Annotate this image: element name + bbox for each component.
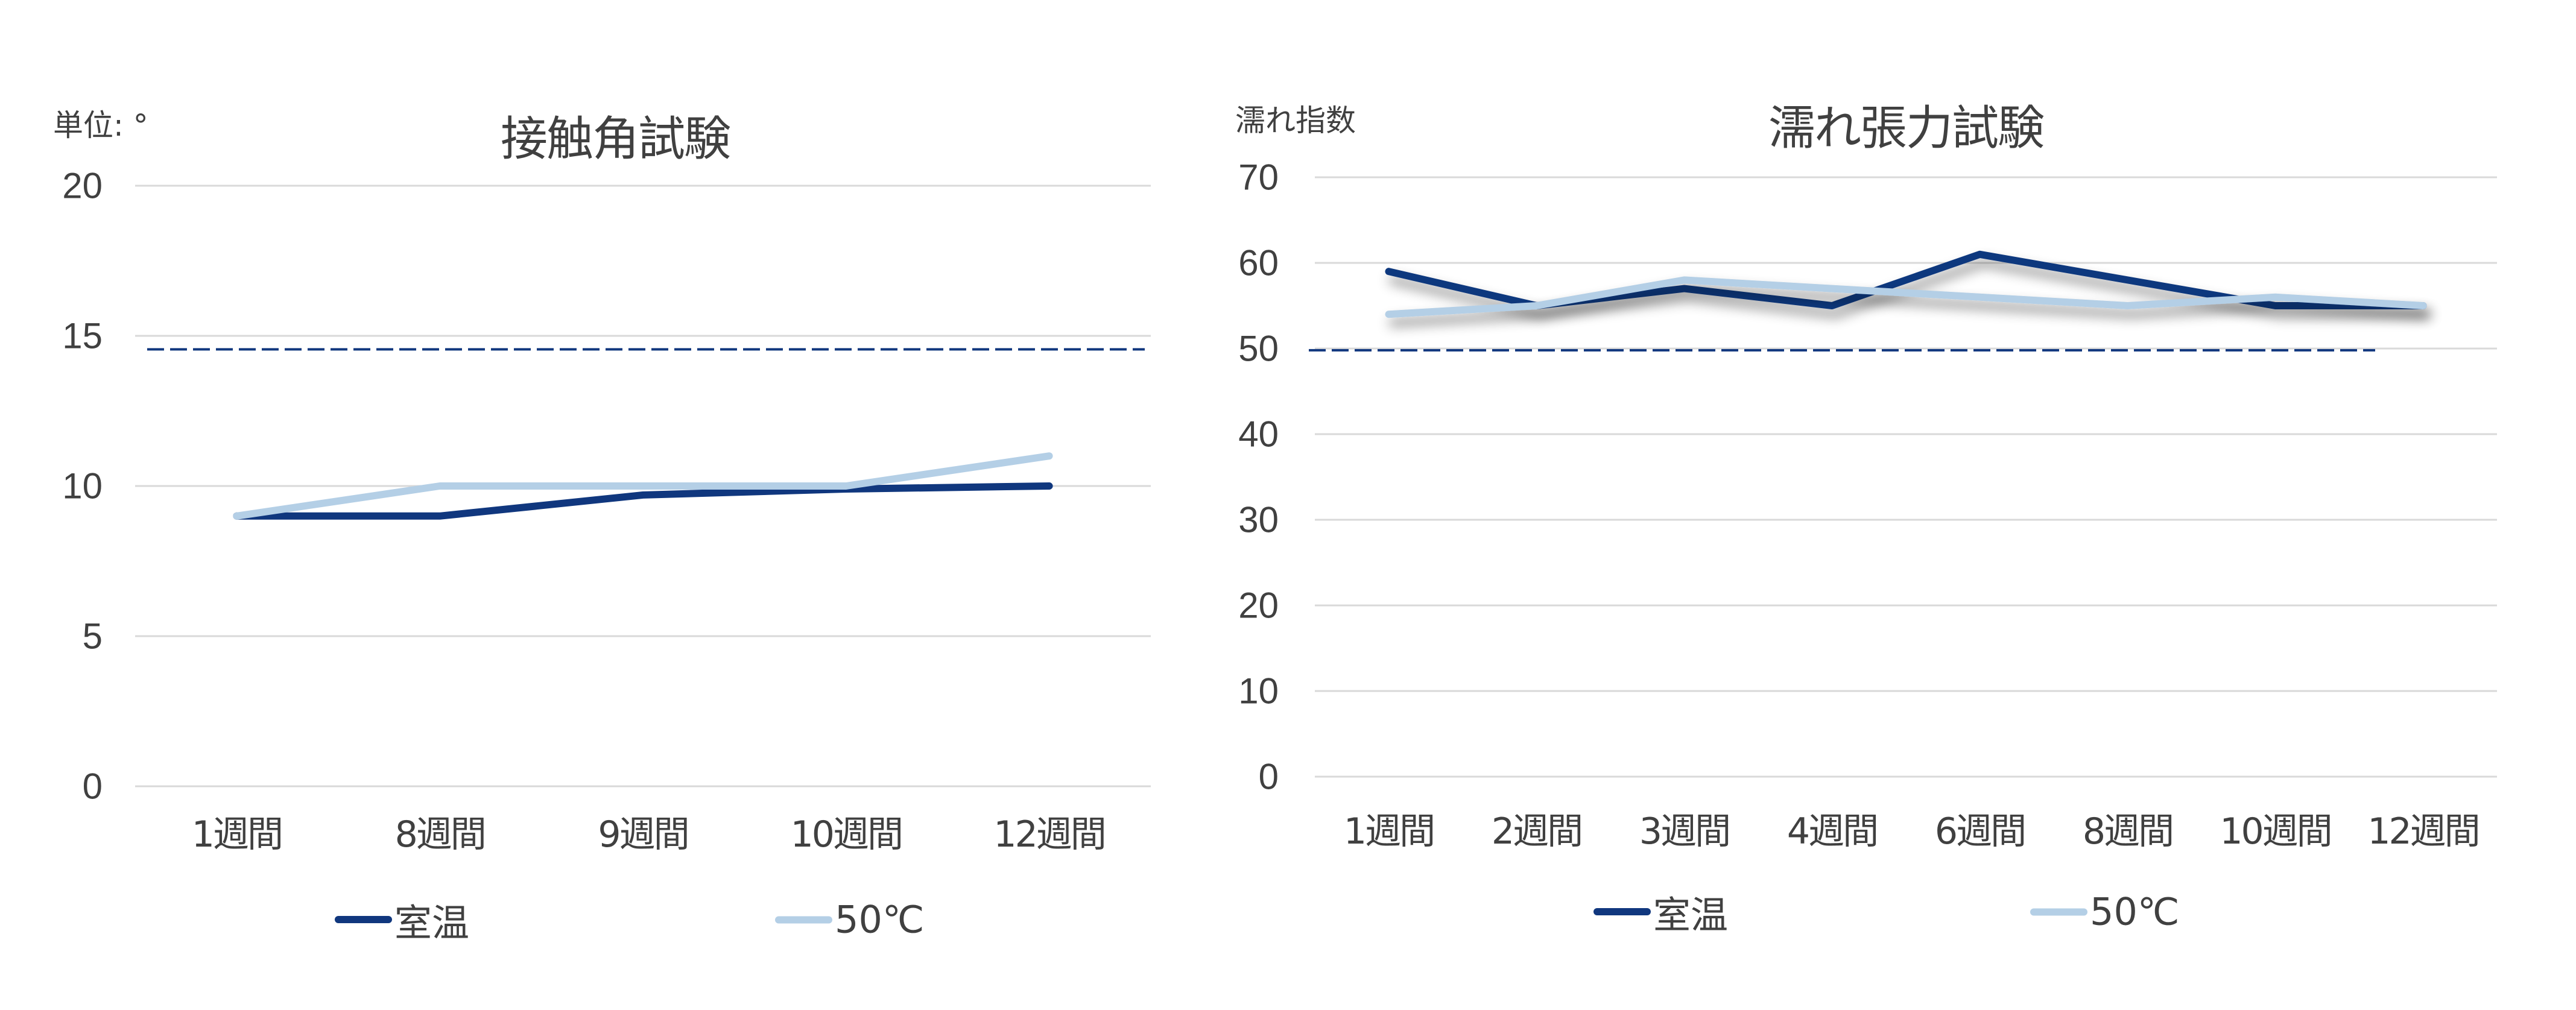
y-tick-label: 0 <box>1258 756 1279 797</box>
x-tick-label: 8週間 <box>2082 810 2174 853</box>
y-tick-label: 20 <box>62 165 103 206</box>
chart-title: 接触角試験 <box>500 112 731 166</box>
chart-title: 濡れ張力試験 <box>1768 101 2045 156</box>
y-tick-label: 70 <box>1238 157 1279 198</box>
y-tick-label: 60 <box>1238 242 1279 283</box>
x-tick-label: 10週間 <box>790 813 903 856</box>
y-tick-label: 0 <box>82 766 103 807</box>
y-tick-label: 50 <box>1238 328 1279 369</box>
x-tick-label: 2週間 <box>1491 810 1583 853</box>
series-line <box>1385 276 2427 318</box>
legend-label: 50℃ <box>2090 889 2180 934</box>
legend-item-50c: 50℃ <box>2030 890 2180 934</box>
x-tick-label: 12週間 <box>993 813 1106 856</box>
contact-angle-chart: 単位: ° 接触角試験 0 5 10 15 20 1週間 8週間 9週間 10週間 12週間 室… <box>53 108 1151 947</box>
x-tick-label: 9週間 <box>598 813 689 856</box>
y-tick-label: 10 <box>62 466 103 507</box>
y-tick-label: 30 <box>1238 499 1279 540</box>
x-tick-label: 8週間 <box>394 813 487 856</box>
x-tick-label: 1週間 <box>1343 810 1435 853</box>
series-line <box>233 452 1053 520</box>
y-tick-label: 10 <box>1238 671 1279 712</box>
legend-label: 室温 <box>1653 893 1729 937</box>
legend-item-50c: 50℃ <box>775 898 925 942</box>
y-tick-label: 40 <box>1238 414 1279 455</box>
y-tick-label: 15 <box>62 315 103 356</box>
plot-area <box>135 185 1151 787</box>
series-line <box>233 482 1053 520</box>
legend-label: 50℃ <box>835 897 925 942</box>
legend-swatch-icon <box>335 916 392 923</box>
x-tick-label: 12週間 <box>2367 810 2480 853</box>
legend-item-room-temp: 室温 <box>1593 885 1728 939</box>
legend-item-room-temp: 室温 <box>335 892 469 947</box>
x-tick-label: 10週間 <box>2220 810 2332 853</box>
x-tick-label: 3週間 <box>1639 810 1731 853</box>
legend-label: 室温 <box>394 901 470 945</box>
y-tick-label: 20 <box>1238 585 1279 626</box>
x-tick-label: 6週間 <box>1934 810 2027 853</box>
x-tick-label: 4週間 <box>1786 810 1879 853</box>
y-axis-unit-label: 単位: ° <box>53 108 148 143</box>
y-axis-unit-label: 濡れ指数 <box>1235 103 1356 138</box>
legend-swatch-icon <box>775 916 832 923</box>
legend-swatch-icon <box>2030 908 2087 915</box>
y-tick-label: 5 <box>82 616 103 657</box>
wetting-tension-chart: 濡れ指数 濡れ張力試験 0 10 20 30 40 50 60 70 1週間 2週間 3週間 4週間… <box>1206 0 2576 1010</box>
plot-area <box>1309 176 2497 778</box>
x-tick-label: 1週間 <box>191 813 283 856</box>
legend-swatch-icon <box>1593 908 1651 915</box>
